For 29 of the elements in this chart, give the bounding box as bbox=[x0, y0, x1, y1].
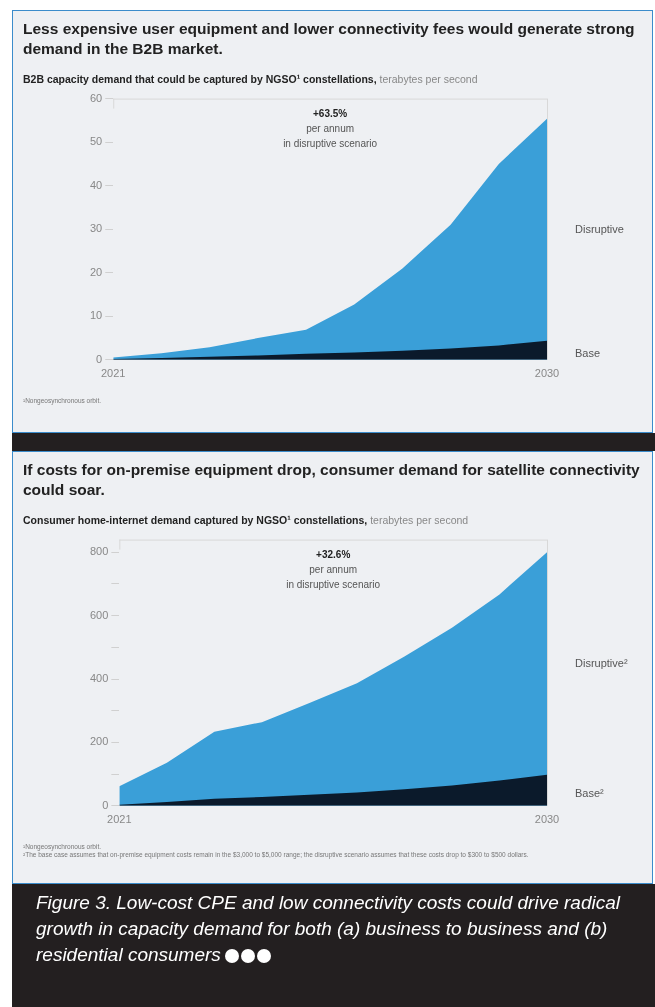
y-axis-title: terabytes per second bbox=[369, 514, 469, 526]
x-tick-label: 2030 bbox=[534, 813, 560, 826]
y-axis-title: terabytes per second bbox=[378, 73, 478, 85]
text: Figure 3. Low-cost CPE and low connectivity costs could drive radical growth in capacity demand for both (a) business to business and (b) residential consumers bbox=[12, 884, 655, 1007]
x-tick-label: 2021 bbox=[107, 813, 132, 826]
y-tick-label: 30 bbox=[89, 222, 103, 235]
x-tick-label: 2021 bbox=[100, 367, 126, 380]
text: Base bbox=[575, 347, 601, 360]
y-tick-label: 0 bbox=[96, 352, 103, 365]
y-tick-label: 40 bbox=[89, 178, 103, 191]
y-tick-label: 200 bbox=[89, 735, 109, 748]
text: Base² bbox=[575, 787, 605, 800]
text: Disruptive² bbox=[575, 656, 628, 669]
annotation: +32.6% per annum in disruptive scenario bbox=[286, 549, 381, 591]
y-tick-label: 50 bbox=[89, 135, 103, 148]
y-tick-label: 600 bbox=[89, 608, 109, 621]
chart-title: If costs for on-premise equipment drop, consumer demand for satellite connectivity could soar. bbox=[23, 460, 641, 500]
y-tick-label: 20 bbox=[89, 265, 103, 278]
y-tick-label: 60 bbox=[89, 91, 103, 104]
chart-subtitle: B2B capacity demand that could be captured by NGSO¹ constellations, bbox=[23, 73, 377, 85]
chart-subtitle: Consumer home-internet demand captured by NGSO¹ constellations, bbox=[23, 514, 368, 526]
y-tick-label: 0 bbox=[102, 798, 109, 811]
y-tick-label: 10 bbox=[89, 309, 103, 322]
annotation: +63.5% per annum in disruptive scenario bbox=[283, 108, 378, 150]
y-tick-label: 800 bbox=[89, 545, 109, 558]
text: Disruptive bbox=[575, 222, 624, 235]
y-tick-label: 400 bbox=[89, 672, 109, 685]
x-tick-label: 2030 bbox=[534, 367, 560, 380]
chart-title: Less expensive user equipment and lower connectivity fees would generate strong demand in the B2B market. bbox=[23, 19, 636, 59]
